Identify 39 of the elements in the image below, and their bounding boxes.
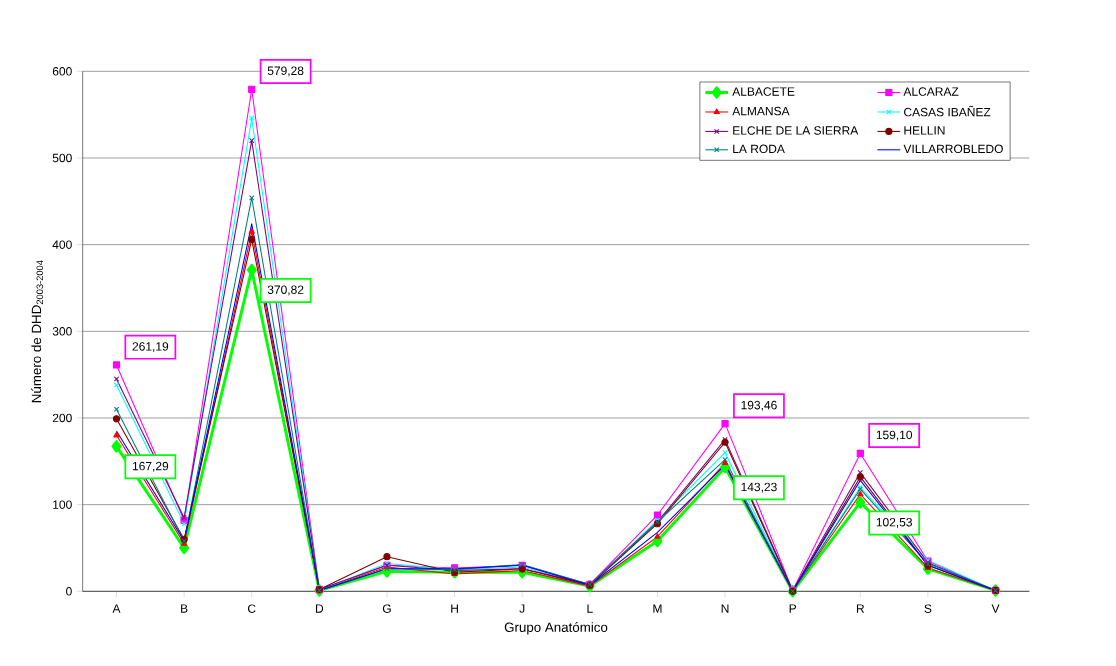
data-label: 167,29 (132, 461, 169, 472)
y-tick-label: 100 (53, 500, 72, 509)
x-tick-label: A (112, 604, 121, 613)
data-label: 159,10 (876, 430, 913, 441)
x-tick-label: D (315, 604, 324, 613)
legend-label: ALCARAZ (903, 87, 959, 96)
x-tick-label: V (991, 604, 1000, 613)
y-tick-label: 600 (52, 67, 72, 76)
x-tick-label: L (587, 604, 593, 613)
data-label: 193,46 (741, 400, 777, 411)
x-tick-label: J (519, 604, 525, 613)
x-tick-label: C (248, 604, 256, 613)
x-tick-label: H (451, 604, 458, 613)
legend-label: ALMANSA (732, 106, 790, 116)
legend-label: ELCHE DE LA SIERRA (733, 126, 859, 135)
y-axis-title: Número de DHD$_{2003-2004}$ (31, 260, 44, 403)
y-tick-label: 400 (52, 240, 72, 249)
x-tick-label: R (856, 604, 865, 613)
data-label: 370,82 (267, 285, 304, 296)
x-tick-label: M (653, 604, 662, 613)
y-tick-label: 0 (66, 587, 72, 596)
x-axis-title: Grupo Anatómico (504, 622, 608, 635)
x-tick-label: N (721, 604, 729, 613)
x-tick-label: B (181, 604, 188, 613)
legend-label: HELLIN (904, 126, 945, 135)
legend-label: VILLARROBLEDO (903, 144, 1003, 154)
data-label: 143,23 (741, 482, 777, 493)
data-label: 261,19 (132, 342, 169, 353)
data-label: 579,28 (267, 66, 304, 77)
y-tick-label: 300 (52, 327, 72, 336)
legend-label: ALBACETE (732, 87, 795, 96)
legend-label: CASAS IBAÑEZ (904, 105, 991, 117)
data-label: 102,53 (876, 517, 912, 528)
legend-label: LA RODA (733, 144, 785, 154)
x-tick-label: P (789, 604, 797, 613)
x-tick-label: G (382, 604, 391, 613)
y-tick-label: 500 (52, 153, 72, 163)
x-tick-label: S (924, 604, 932, 613)
y-tick-label: 200 (52, 413, 72, 423)
